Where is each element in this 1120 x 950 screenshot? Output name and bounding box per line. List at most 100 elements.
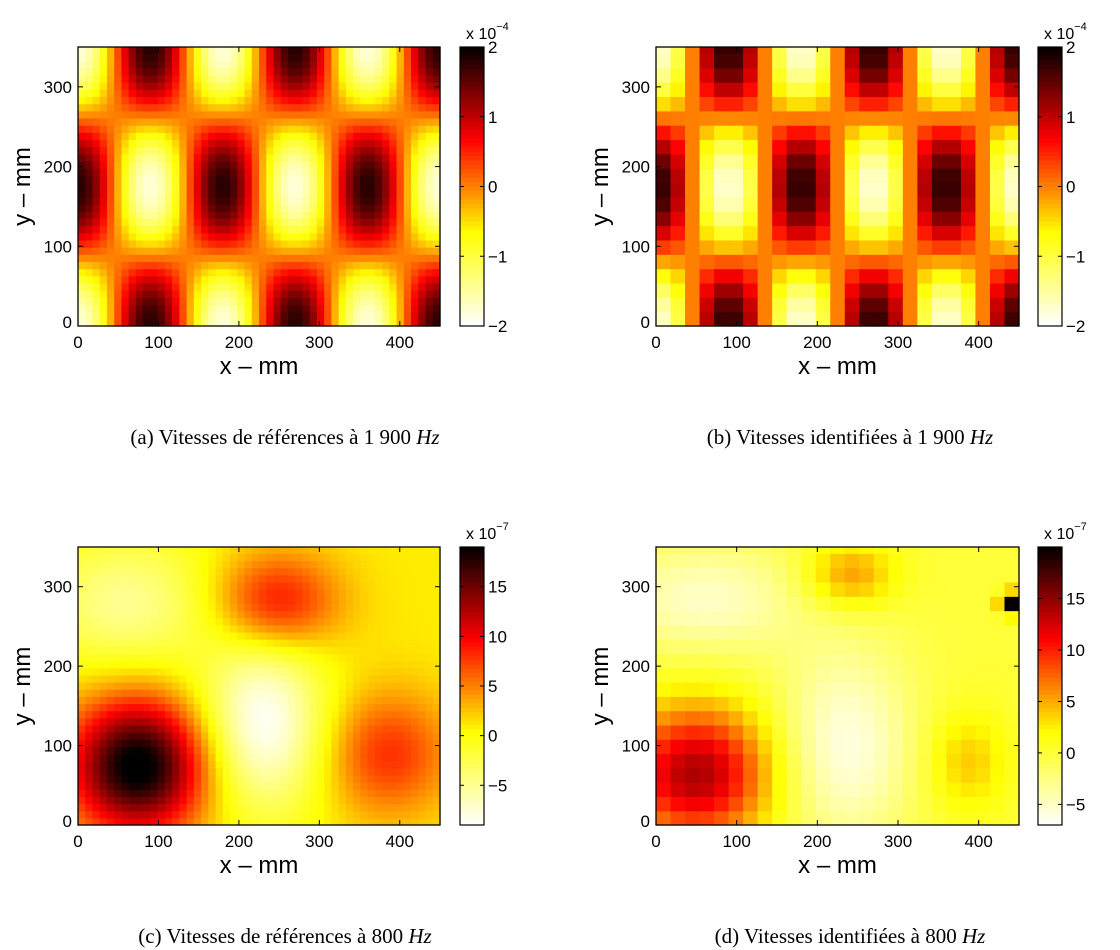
heatmap-cell — [208, 261, 217, 270]
heatmap-cell — [353, 717, 361, 726]
heatmap-cell — [374, 674, 383, 683]
panel-caption: (a) Vitesses de références à 1 900 Hz — [130, 425, 439, 449]
heatmap-cell — [786, 682, 802, 697]
heatmap-cell — [338, 218, 347, 227]
heatmap-cell — [193, 318, 202, 327]
heatmap-cell — [324, 103, 332, 112]
heatmap-cell — [844, 239, 860, 255]
heatmap-cell — [931, 796, 947, 812]
heatmap-cell — [222, 196, 231, 205]
heatmap-cell — [121, 717, 130, 726]
heatmap-cell — [888, 110, 904, 126]
heatmap-cell — [222, 125, 231, 133]
heatmap-cell — [411, 574, 419, 583]
heatmap-cell — [114, 60, 123, 69]
heatmap-cell — [172, 146, 180, 155]
heatmap-cell — [316, 290, 325, 298]
heatmap-cell — [280, 717, 289, 726]
heatmap-cell — [656, 696, 672, 712]
heatmap-cell — [106, 803, 115, 812]
heatmap-cell — [266, 53, 275, 62]
heatmap-cell — [237, 696, 246, 705]
heatmap-cell — [316, 297, 325, 306]
heatmap-cell — [143, 103, 151, 112]
heatmap-cell — [917, 139, 933, 155]
heatmap-cell — [425, 746, 434, 755]
y-axis-label: y – mm — [9, 647, 36, 726]
heatmap-cell — [135, 89, 144, 98]
heatmap-cell — [302, 589, 311, 597]
heatmap-cell — [338, 789, 347, 798]
heatmap-cell — [432, 261, 441, 270]
heatmap-cell — [266, 132, 275, 141]
heatmap-cell — [114, 247, 123, 255]
colorbar-swatch — [460, 177, 484, 183]
heatmap-cell — [128, 168, 137, 176]
heatmap-cell — [302, 282, 311, 291]
heatmap-cell — [917, 254, 933, 270]
heatmap-cell — [78, 547, 86, 554]
x-tick-label: 300 — [884, 333, 912, 352]
heatmap-cell — [403, 667, 412, 676]
heatmap-cell — [78, 610, 86, 619]
heatmap-cell — [121, 239, 130, 248]
heatmap-cell — [208, 297, 217, 306]
heatmap-cell — [432, 603, 441, 612]
heatmap-cell — [331, 581, 340, 590]
heatmap-cell — [273, 261, 282, 270]
heatmap-cell — [266, 110, 275, 119]
heatmap-cell — [230, 89, 238, 98]
heatmap-cell — [280, 646, 289, 655]
heatmap-cell — [309, 803, 318, 812]
heatmap-cell — [1004, 168, 1020, 184]
heatmap-cell — [193, 817, 202, 826]
heatmap-cell — [403, 239, 412, 248]
heatmap-cell — [215, 146, 224, 155]
heatmap-cell — [208, 789, 217, 798]
heatmap-cell — [85, 789, 94, 798]
heatmap-cell — [150, 67, 159, 76]
heatmap-cell — [222, 304, 231, 313]
colorbar-swatch — [460, 125, 484, 131]
colorbar-swatch — [1038, 256, 1062, 262]
heatmap-cell — [179, 717, 188, 726]
heatmap-cell — [251, 746, 260, 755]
x-tick-label: 0 — [73, 832, 82, 851]
heatmap-cell — [208, 196, 217, 205]
heatmap-cell — [266, 218, 275, 227]
heatmap-cell — [432, 225, 441, 234]
heatmap-cell — [331, 767, 340, 776]
heatmap-cell — [193, 547, 202, 554]
heatmap-cell — [309, 146, 318, 155]
heatmap-cell — [215, 117, 224, 126]
heatmap-cell — [295, 117, 304, 126]
heatmap-cell — [237, 254, 246, 263]
heatmap-cell — [757, 782, 773, 798]
heatmap-cell — [172, 774, 180, 783]
heatmap-cell — [164, 732, 173, 740]
heatmap-cell — [345, 53, 354, 62]
colorbar-swatch — [460, 555, 484, 561]
heatmap-cell — [259, 225, 267, 234]
heatmap-cell — [425, 268, 434, 277]
heatmap-cell — [411, 553, 419, 562]
heatmap-cell — [382, 589, 390, 597]
heatmap-cell — [360, 789, 369, 798]
heatmap-cell — [374, 60, 383, 69]
heatmap-cell — [338, 53, 347, 62]
heatmap-cell — [403, 803, 412, 812]
heatmap-cell — [389, 710, 398, 719]
heatmap-cell — [92, 282, 101, 291]
colorbar-tick-label: 2 — [488, 38, 497, 57]
heatmap-cell — [280, 703, 289, 712]
x-axis-label: x – mm — [798, 353, 877, 380]
heatmap-cell — [374, 297, 383, 306]
heatmap-cell — [85, 82, 94, 90]
heatmap-cell — [215, 682, 224, 690]
heatmap-cell — [743, 125, 759, 141]
heatmap-cell — [201, 639, 209, 647]
heatmap-cell — [222, 782, 231, 790]
heatmap-cell — [382, 153, 390, 162]
heatmap-cell — [309, 596, 318, 604]
heatmap-cell — [353, 547, 361, 554]
